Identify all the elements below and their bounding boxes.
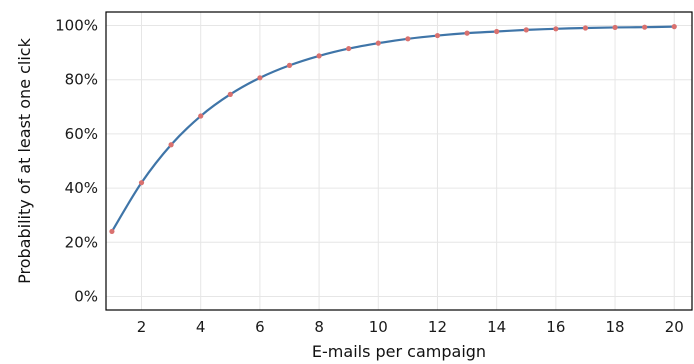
x-tick-label: 14 — [487, 318, 506, 336]
x-tick-label: 2 — [137, 318, 147, 336]
y-tick-label: 60% — [65, 125, 98, 143]
data-point — [316, 53, 322, 59]
data-point — [671, 24, 677, 30]
y-axis-title: Probability of at least one click — [15, 37, 34, 283]
y-tick-label: 40% — [65, 179, 98, 197]
plot-frame — [105, 11, 693, 311]
data-point — [346, 45, 352, 52]
data-point — [434, 32, 441, 39]
series — [109, 24, 677, 235]
y-tick-label: 100% — [55, 17, 98, 35]
data-point — [612, 24, 618, 31]
data-point — [494, 28, 500, 35]
x-tick-label: 12 — [428, 318, 447, 336]
data-point — [553, 26, 559, 32]
data-point — [375, 40, 381, 46]
data-point — [168, 142, 174, 148]
y-axis: 0% 20% 40% 60% 80% 100% — [55, 17, 98, 306]
data-point — [198, 113, 204, 119]
data-point — [286, 62, 293, 68]
data-point — [109, 228, 115, 235]
data-point — [138, 180, 145, 186]
x-tick-label: 20 — [665, 318, 684, 336]
grid — [106, 12, 692, 310]
x-tick-label: 16 — [546, 318, 565, 336]
x-tick-label: 8 — [314, 318, 324, 336]
x-tick-label: 6 — [255, 318, 265, 336]
x-tick-label: 10 — [369, 318, 388, 336]
y-tick-label: 0% — [74, 287, 98, 305]
data-point — [257, 75, 263, 81]
y-tick-label: 20% — [65, 233, 98, 251]
data-point — [642, 24, 648, 30]
x-tick-label: 4 — [196, 318, 206, 336]
x-axis: 2 4 6 8 10 12 14 16 18 20 — [137, 318, 684, 336]
data-point — [464, 30, 470, 36]
data-point — [405, 36, 411, 42]
data-point — [582, 25, 589, 31]
series-line — [110, 25, 676, 233]
x-axis-title: E-mails per campaign — [312, 342, 486, 361]
x-tick-label: 18 — [606, 318, 625, 336]
data-point — [523, 27, 529, 33]
y-tick-label: 80% — [65, 71, 98, 89]
data-point — [227, 91, 233, 97]
